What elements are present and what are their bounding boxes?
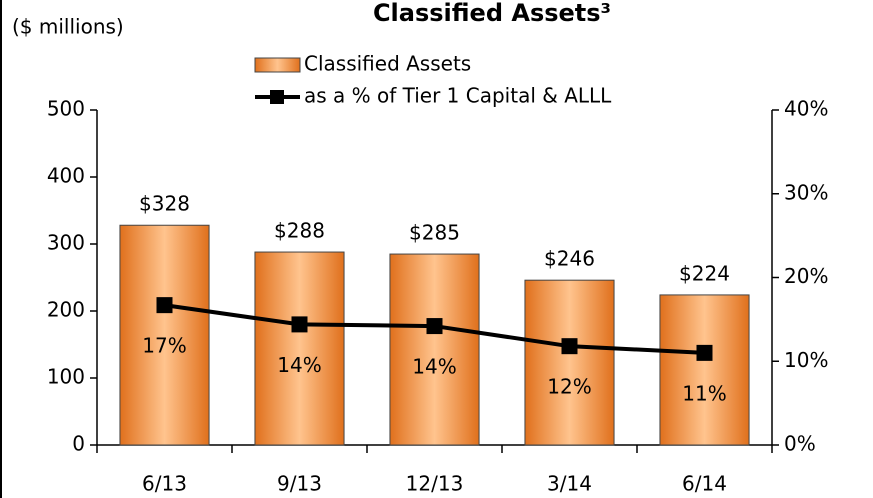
bar-value-label: $288 [274, 219, 325, 243]
unit-label: ($ millions) [12, 15, 124, 39]
line-marker [696, 344, 713, 361]
line-value-label: 14% [277, 353, 321, 377]
y-tick-label: 300 [47, 231, 85, 255]
line-value-label: 17% [142, 334, 186, 358]
bar [389, 253, 480, 446]
line-value-label: 14% [412, 355, 456, 379]
y2-tick-label: 40% [784, 97, 828, 121]
y2-tick-label: 10% [784, 348, 828, 372]
line-marker [561, 338, 578, 355]
x-tick-label: 12/13 [406, 472, 464, 496]
x-tick-label: 9/13 [277, 472, 322, 496]
bar-value-label: $224 [679, 261, 730, 285]
bar [119, 224, 210, 446]
line-marker [426, 318, 443, 335]
bar-value-label: $328 [139, 192, 190, 216]
chart-title: Classified Assets³ [373, 0, 611, 27]
y2-tick-label: 20% [784, 264, 828, 288]
bar-value-label: $246 [544, 247, 595, 271]
y-tick-label: 400 [47, 164, 85, 188]
y-tick-label: 500 [47, 97, 85, 121]
y-tick-label: 0 [72, 432, 85, 456]
line-marker [291, 316, 308, 333]
x-tick-label: 6/13 [142, 472, 187, 496]
line-value-label: 12% [547, 375, 591, 399]
y-tick-label: 200 [47, 298, 85, 322]
legend-swatch [254, 57, 301, 73]
legend-label: Classified Assets [304, 52, 471, 76]
x-tick-label: 6/14 [682, 472, 727, 496]
line-value-label: 11% [682, 381, 726, 405]
x-tick-label: 3/14 [547, 472, 592, 496]
y2-tick-label: 0% [784, 432, 816, 456]
y-tick-label: 100 [47, 365, 85, 389]
bar-value-label: $285 [409, 221, 460, 245]
y2-tick-label: 30% [784, 180, 828, 204]
legend-label: as a % of Tier 1 Capital & ALLL [304, 84, 612, 108]
bar [254, 251, 345, 446]
bar [659, 294, 750, 446]
bar [524, 279, 615, 446]
legend-marker [270, 90, 284, 104]
line-marker [156, 297, 173, 314]
